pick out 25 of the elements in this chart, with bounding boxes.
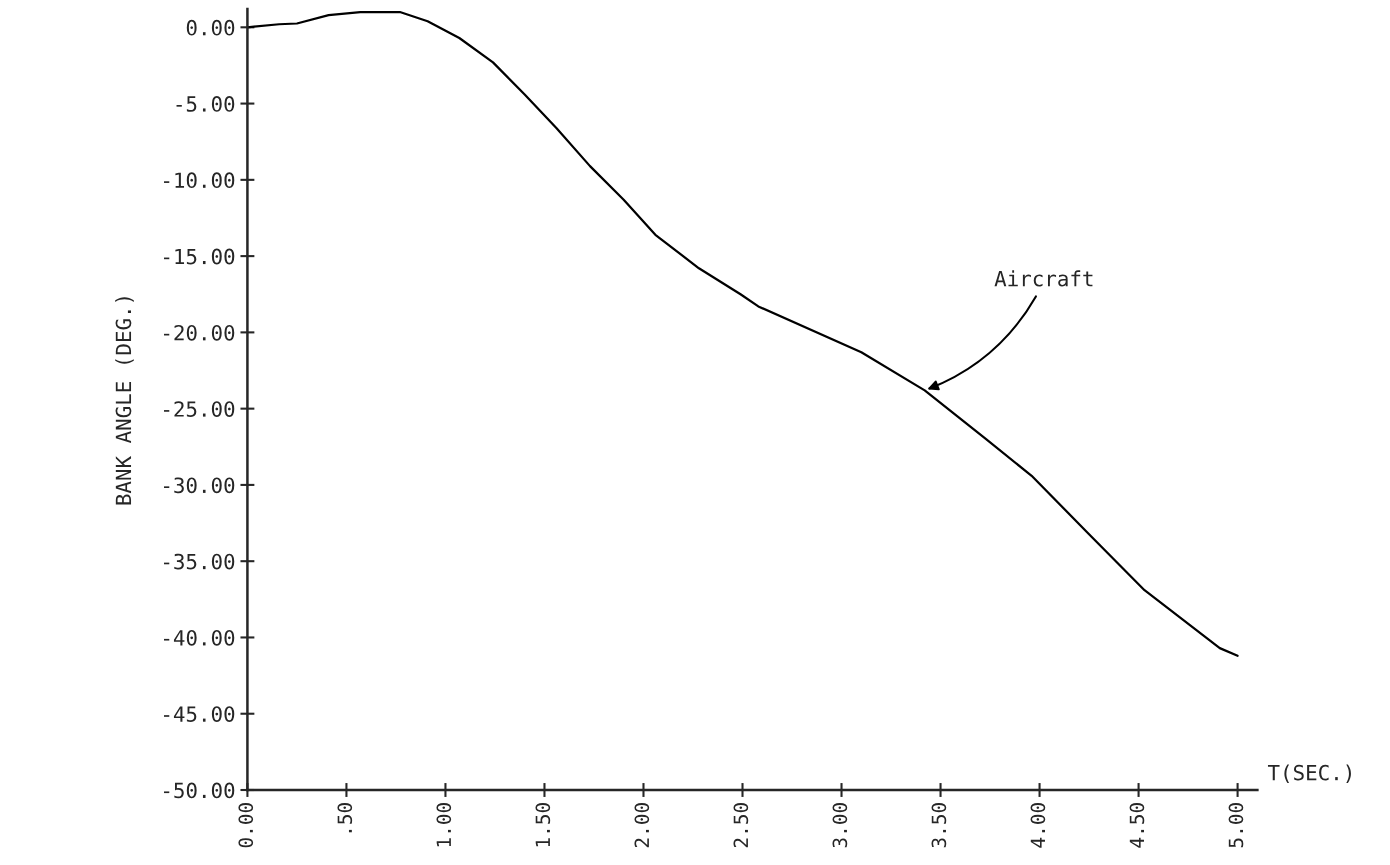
y-tick-label: -35.00 (163, 553, 235, 570)
y-axis-title: BANK ANGLE (DEG.) (115, 297, 134, 505)
y-tick-label: -5.00 (176, 96, 235, 112)
y-tick-label: -20.00 (163, 324, 235, 341)
y-tick-label: -25.00 (163, 401, 235, 417)
x-axis-title: T(SEC.) (1267, 764, 1351, 783)
x-tick-label: 2.50 (733, 803, 749, 848)
y-tick-label: -45.00 (163, 706, 235, 722)
x-tick-label: 2.00 (634, 803, 650, 848)
y-tick-label: -40.00 (163, 629, 235, 646)
x-tick-label: .50 (337, 803, 353, 833)
x-tick-label: 4.00 (1030, 803, 1046, 848)
x-tick-label: 3.50 (931, 803, 947, 848)
x-tick-label: 4.50 (1129, 803, 1145, 848)
x-tick-label: 1.00 (436, 803, 452, 847)
annotation: Aircraft (994, 270, 1093, 287)
y-tick-label: -10.00 (163, 172, 235, 189)
x-tick-label: 5.00 (1228, 803, 1244, 848)
y-tick-label: 0.00 (186, 19, 235, 36)
x-tick-label: 3.00 (832, 803, 848, 848)
x-tick-label: 1.50 (535, 803, 551, 847)
y-tick-label: -15.00 (163, 248, 235, 265)
line-series (247, 10, 1239, 657)
y-tick-label: -50.00 (163, 782, 235, 799)
y-tick-label: -30.00 (163, 477, 235, 494)
